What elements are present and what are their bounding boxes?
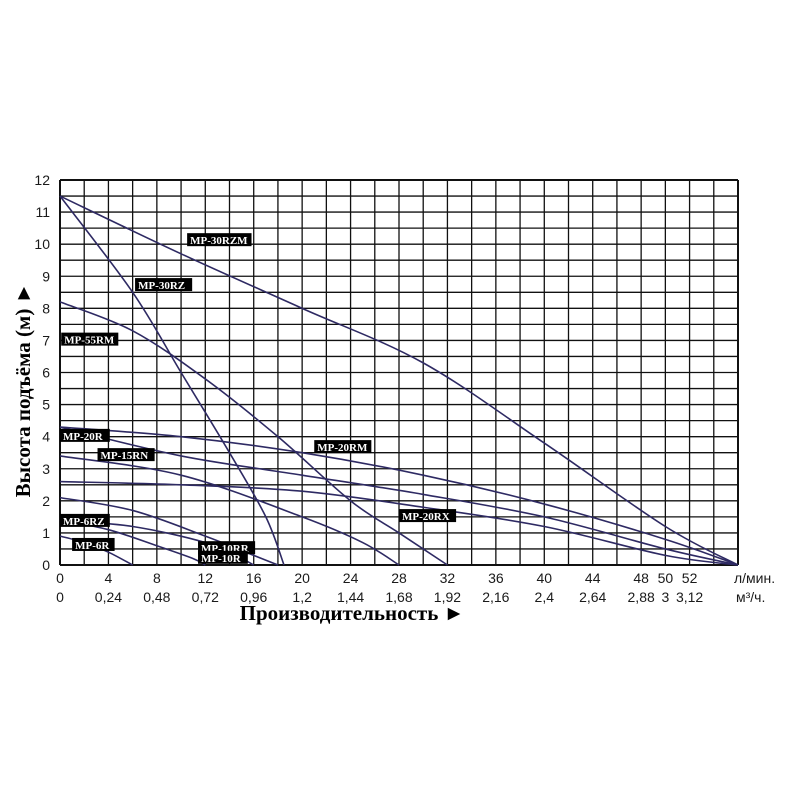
x-tick-label: 4 [105,570,113,586]
series-label-mp-6rz: MP-6RZ [63,516,105,528]
y-tick-label: 5 [42,397,50,413]
x-tick-label: 28 [391,570,407,586]
series-label-bg [97,448,155,462]
y-tick-label: 9 [42,268,50,284]
x-tick-label: 44 [585,570,601,586]
x-tick-label: 36 [488,570,504,586]
y-tick-label: 12 [34,172,50,188]
series-curve-mp-30rzm [59,195,739,566]
series-label-mp-15rn: MP-15RN [101,450,149,462]
x2-tick-label: 0,48 [143,589,170,605]
series-curve-mp-55rm [59,301,448,566]
series-curve-mp-15rn [59,455,400,566]
y-tick-label: 0 [42,557,50,573]
series-label-bg [187,233,252,247]
series-label-mp-20rm: MP-20RM [317,442,368,454]
x2-tick-label: 2,88 [628,589,655,605]
x-tick-label: 8 [153,570,161,586]
x-tick-label: 52 [682,570,698,586]
series-label-mp-20rx: MP-20RX [402,511,450,523]
chart-curves [59,195,739,566]
x2-tick-label: 0,72 [192,589,219,605]
y-tick-label: 1 [42,525,50,541]
y-tick-label: 7 [42,332,50,348]
series-label-bg [314,440,372,454]
x2-tick-label: 0 [56,589,64,605]
y-tick-label: 8 [42,300,50,316]
series-label-bg [135,278,193,292]
series-label-mp-55rm: MP-55RM [64,335,115,347]
series-curve-mp-6rz [59,496,279,566]
series-label-mp-6r: MP-6R [75,540,110,552]
x-tick-label: 12 [197,570,213,586]
x-tick-label: 40 [536,570,552,586]
x-axis-unit: л/мин. [734,570,775,586]
x2-axis-ticks: 0 0,24 0,48 0,72 0,96 1,2 1,44 1,68 1,92 2,16 2,4 2… [56,589,703,605]
x-tick-label: 0 [56,570,64,586]
series-curve-mp-20rm [59,426,739,566]
series-label-bg [72,537,115,551]
x2-tick-label: 3,12 [676,589,703,605]
series-label-mp-30rzm: MP-30RZM [190,235,248,247]
x2-tick-label: 3 [661,589,669,605]
series-curve-mp-20rx [59,480,739,566]
series-label-bg [61,332,119,346]
x-axis-title: Производительность ► [240,601,465,625]
series-label-bg [60,513,110,527]
series-label-bg [60,428,110,442]
x2-tick-label: 2,4 [535,589,555,605]
series-curve-mp-30rz [59,195,285,566]
x2-tick-label: 0,24 [95,589,122,605]
series-labels: MP-30RZM MP-30RZ MP-55RM MP-20RM MP-20R MP-15… [60,233,457,565]
series-label-mp-30rz: MP-30RZ [138,280,185,292]
x2-tick-label: 1,68 [385,589,412,605]
y-tick-label: 6 [42,365,50,381]
x2-axis-unit: м³/ч. [736,589,765,605]
series-curve-mp-20r [59,426,739,566]
y-axis-title: Высота подъёма (м) ► [11,283,35,498]
y-tick-label: 10 [34,236,50,252]
y-tick-label: 3 [42,461,50,477]
x2-tick-label: 1,2 [292,589,312,605]
x-tick-label: 48 [633,570,649,586]
x-tick-label: 32 [440,570,456,586]
x2-tick-label: 1,92 [434,589,461,605]
x2-tick-label: 2,16 [482,589,509,605]
x-axis-ticks: 0 4 8 12 16 20 24 28 32 36 40 44 48 50 52 [56,570,697,586]
y-tick-label: 4 [42,429,50,445]
y-tick-label: 11 [35,204,50,220]
x-tick-label: 50 [658,570,674,586]
x2-tick-label: 0,96 [240,589,267,605]
x2-tick-label: 1,44 [337,589,364,605]
x-tick-label: 20 [294,570,310,586]
x-tick-label: 16 [246,570,262,586]
series-label-bg [399,509,457,523]
x2-tick-label: 2,64 [579,589,606,605]
x-tick-label: 24 [343,570,359,586]
series-label-mp-10r: MP-10R [201,553,242,565]
y-tick-label: 2 [42,493,50,509]
series-label-mp-20r: MP-20R [63,431,104,443]
series-label-bg [198,550,248,564]
